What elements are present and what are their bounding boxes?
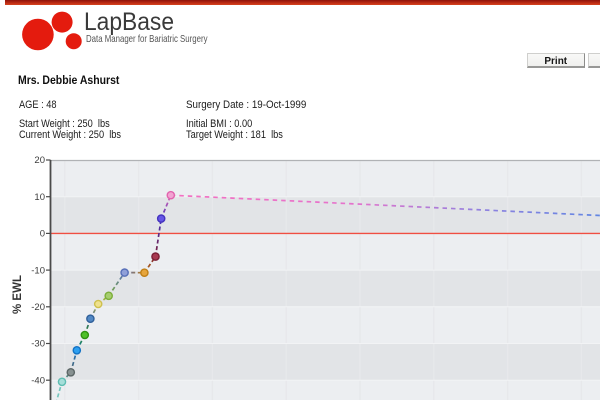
svg-text:% EWL: % EWL <box>12 275 24 314</box>
svg-text:-20: -20 <box>31 302 45 313</box>
svg-text:20: 20 <box>34 155 45 166</box>
svg-text:-40: -40 <box>31 375 45 386</box>
svg-text:10: 10 <box>34 192 45 203</box>
svg-text:0: 0 <box>40 229 45 240</box>
svg-text:-30: -30 <box>31 339 45 350</box>
svg-text:-10: -10 <box>31 265 45 276</box>
